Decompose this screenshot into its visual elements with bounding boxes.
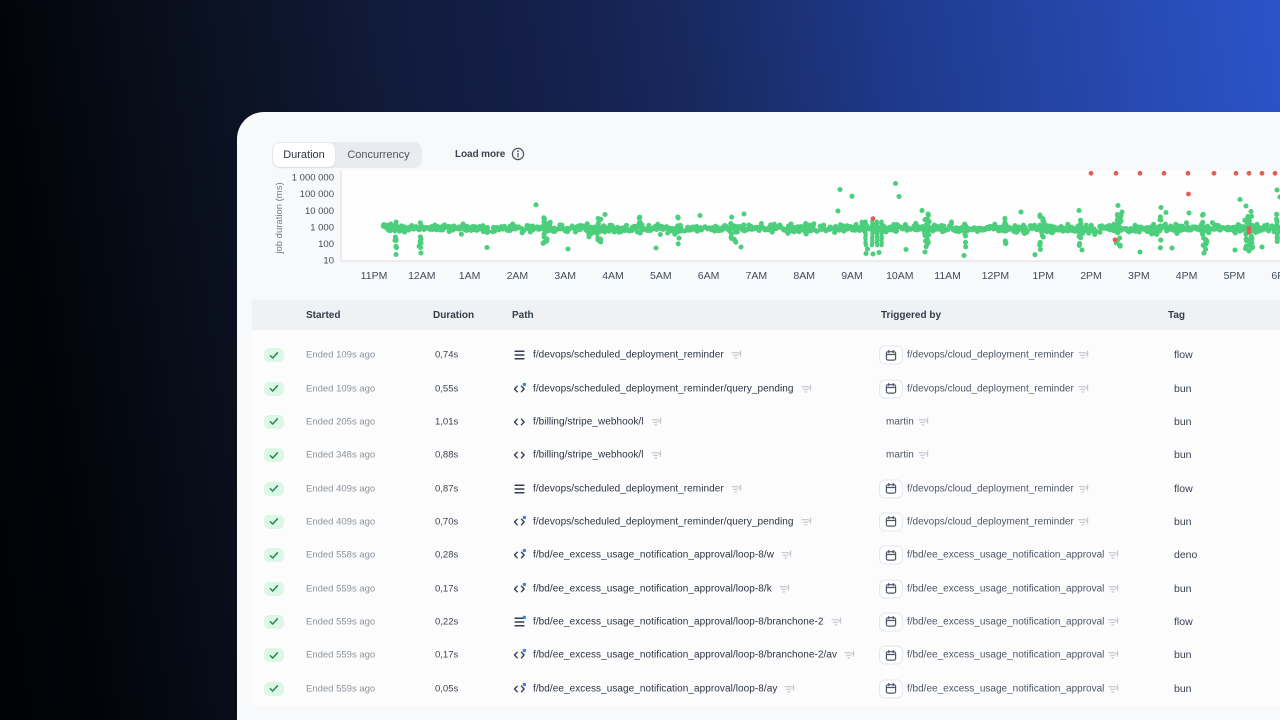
svg-text:10 000: 10 000	[305, 206, 334, 217]
svg-text:100: 100	[318, 239, 334, 250]
svg-text:2AM: 2AM	[507, 270, 529, 282]
svg-text:4AM: 4AM	[602, 270, 624, 282]
svg-text:5AM: 5AM	[650, 270, 672, 282]
svg-text:job duration (ms): job duration (ms)	[274, 182, 285, 254]
svg-text:12PM: 12PM	[982, 270, 1009, 282]
svg-text:7AM: 7AM	[746, 270, 768, 282]
svg-text:1 000 000: 1 000 000	[292, 173, 334, 184]
svg-text:10: 10	[323, 256, 334, 267]
svg-text:1AM: 1AM	[459, 270, 481, 282]
svg-text:5PM: 5PM	[1224, 270, 1246, 282]
svg-text:100 000: 100 000	[300, 189, 334, 200]
svg-text:11AM: 11AM	[934, 270, 961, 282]
svg-text:9AM: 9AM	[841, 270, 863, 282]
svg-text:1PM: 1PM	[1032, 270, 1054, 282]
svg-text:1 000: 1 000	[310, 222, 334, 233]
svg-text:6PM: 6PM	[1271, 270, 1280, 282]
svg-text:2PM: 2PM	[1080, 270, 1102, 282]
svg-text:12AM: 12AM	[408, 270, 435, 282]
svg-text:4PM: 4PM	[1176, 270, 1198, 282]
svg-text:3PM: 3PM	[1128, 270, 1150, 282]
svg-text:10AM: 10AM	[886, 270, 913, 282]
svg-text:11PM: 11PM	[361, 270, 388, 282]
svg-text:3AM: 3AM	[554, 270, 576, 282]
svg-text:8AM: 8AM	[793, 270, 815, 282]
svg-text:6AM: 6AM	[698, 270, 720, 282]
